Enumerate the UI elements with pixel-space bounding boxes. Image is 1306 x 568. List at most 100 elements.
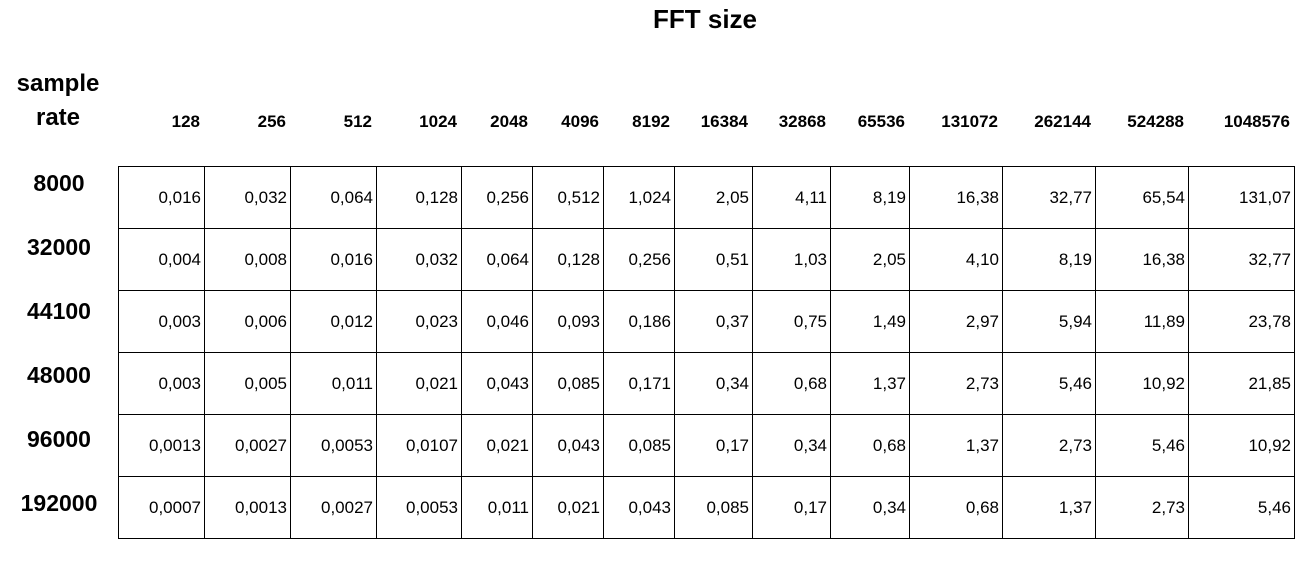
- table-cell: 0,085: [674, 476, 753, 539]
- table-cell: 0,006: [204, 290, 291, 353]
- table-cell: 0,0013: [204, 476, 291, 539]
- table-cell: 131,07: [1188, 166, 1295, 229]
- table-cell: 10,92: [1188, 414, 1295, 477]
- table-cell: 0,34: [752, 414, 831, 477]
- table-cell: 4,11: [752, 166, 831, 229]
- table-cell: 0,085: [603, 414, 675, 477]
- table-cell: 10,92: [1095, 352, 1189, 415]
- table-cell: 16,38: [909, 166, 1003, 229]
- table-cell: 8,19: [830, 166, 910, 229]
- sample-rate-header: 96000: [27, 426, 91, 452]
- table-cell: 5,94: [1002, 290, 1096, 353]
- table-cell: 0,032: [376, 228, 462, 291]
- fft-size-header: 524288: [1127, 112, 1184, 131]
- sample-rate-header: 32000: [27, 234, 91, 260]
- table-cell: 0,003: [118, 352, 205, 415]
- table-cell: 1,37: [909, 414, 1003, 477]
- table-cell: 0,0007: [118, 476, 205, 539]
- table-cell: 0,256: [603, 228, 675, 291]
- table-cell: 5,46: [1188, 476, 1295, 539]
- fft-size-header: 2048: [490, 112, 528, 131]
- table-cell: 0,093: [532, 290, 604, 353]
- fft-size-header: 131072: [941, 112, 998, 131]
- fft-size-header: 1024: [419, 112, 457, 131]
- sample-rate-header: 8000: [33, 170, 85, 196]
- table-cell: 0,68: [830, 414, 910, 477]
- table-cell: 0,016: [290, 228, 377, 291]
- table-cell: 0,0107: [376, 414, 462, 477]
- table-cell: 0,005: [204, 352, 291, 415]
- table-cell: 2,05: [674, 166, 753, 229]
- table-cell: 0,085: [532, 352, 604, 415]
- table-cell: 0,008: [204, 228, 291, 291]
- table-cell: 5,46: [1095, 414, 1189, 477]
- table-cell: 0,171: [603, 352, 675, 415]
- table-cell: 1,37: [1002, 476, 1096, 539]
- table-cell: 0,34: [674, 352, 753, 415]
- table-cell: 23,78: [1188, 290, 1295, 353]
- table-cell: 0,023: [376, 290, 462, 353]
- table-cell: 0,186: [603, 290, 675, 353]
- table-row: 0,003 0,005 0,011 0,021 0,043 0,085 0,171 0,34 0…: [118, 352, 1295, 415]
- table-cell: 0,51: [674, 228, 753, 291]
- table-cell: 2,05: [830, 228, 910, 291]
- table-cell: 0,064: [290, 166, 377, 229]
- table-cell: 0,0053: [290, 414, 377, 477]
- table-cell: 0,0027: [290, 476, 377, 539]
- table-cell: 0,512: [532, 166, 604, 229]
- table-cell: 0,021: [532, 476, 604, 539]
- table-cell: 0,016: [118, 166, 205, 229]
- table-row: 0,0007 0,0013 0,0027 0,0053 0,011 0,021 0,043 0…: [118, 476, 1295, 539]
- table-cell: 32,77: [1002, 166, 1096, 229]
- fft-size-header: 4096: [561, 112, 599, 131]
- fft-size-header-row: 128 256 512 1024 2048 4096 8192 16384 32868 65536…: [118, 112, 1294, 138]
- table-cell: 0,064: [461, 228, 533, 291]
- table-cell: 0,128: [532, 228, 604, 291]
- table-cell: 0,021: [461, 414, 533, 477]
- fft-size-header: 32868: [778, 112, 826, 131]
- table-cell: 1,024: [603, 166, 675, 229]
- table-cell: 0,046: [461, 290, 533, 353]
- table-cell: 1,49: [830, 290, 910, 353]
- fft-size-header: 512: [343, 112, 372, 131]
- table-cell: 0,128: [376, 166, 462, 229]
- table-cell: 0,75: [752, 290, 831, 353]
- table-cell: 2,73: [1002, 414, 1096, 477]
- table-row: 0,016 0,032 0,064 0,128 0,256 0,512 1,024 2,05 4…: [118, 166, 1295, 229]
- table-cell: 0,37: [674, 290, 753, 353]
- table-cell: 0,0027: [204, 414, 291, 477]
- table-cell: 0,34: [830, 476, 910, 539]
- table-cell: 0,043: [532, 414, 604, 477]
- table-cell: 0,003: [118, 290, 205, 353]
- table-cell: 1,37: [830, 352, 910, 415]
- table-cell: 0,256: [461, 166, 533, 229]
- fft-size-header: 65536: [857, 112, 905, 131]
- table-cell: 0,043: [603, 476, 675, 539]
- duration-table: 0,016 0,032 0,064 0,128 0,256 0,512 1,024 2,05 4…: [118, 166, 1295, 539]
- table-cell: 0,012: [290, 290, 377, 353]
- table-cell: 0,68: [752, 352, 831, 415]
- table-row: 0,003 0,006 0,012 0,023 0,046 0,093 0,186 0,37 0…: [118, 290, 1295, 353]
- table-cell: 1,03: [752, 228, 831, 291]
- row-axis-label: sample rate: [4, 67, 112, 135]
- fft-size-header: 128: [171, 112, 200, 131]
- table-cell: 0,0053: [376, 476, 462, 539]
- table-cell: 65,54: [1095, 166, 1189, 229]
- table-cell: 8,19: [1002, 228, 1096, 291]
- table-title: FFT size: [652, 4, 757, 34]
- table-row: 0,0013 0,0027 0,0053 0,0107 0,021 0,043 0,085 0…: [118, 414, 1295, 477]
- table-cell: 21,85: [1188, 352, 1295, 415]
- table-cell: 0,021: [376, 352, 462, 415]
- table-cell: 2,73: [1095, 476, 1189, 539]
- fft-size-header: 16384: [700, 112, 748, 131]
- table-cell: 0,043: [461, 352, 533, 415]
- sample-rate-header: 44100: [27, 298, 91, 324]
- row-axis-label-line1: sample: [16, 70, 100, 97]
- table-cell: 0,011: [461, 476, 533, 539]
- sample-rate-header: 192000: [20, 490, 98, 516]
- table-cell: 2,73: [909, 352, 1003, 415]
- table-cell: 0,004: [118, 228, 205, 291]
- table-cell: 4,10: [909, 228, 1003, 291]
- table-cell: 0,0013: [118, 414, 205, 477]
- table-cell: 32,77: [1188, 228, 1295, 291]
